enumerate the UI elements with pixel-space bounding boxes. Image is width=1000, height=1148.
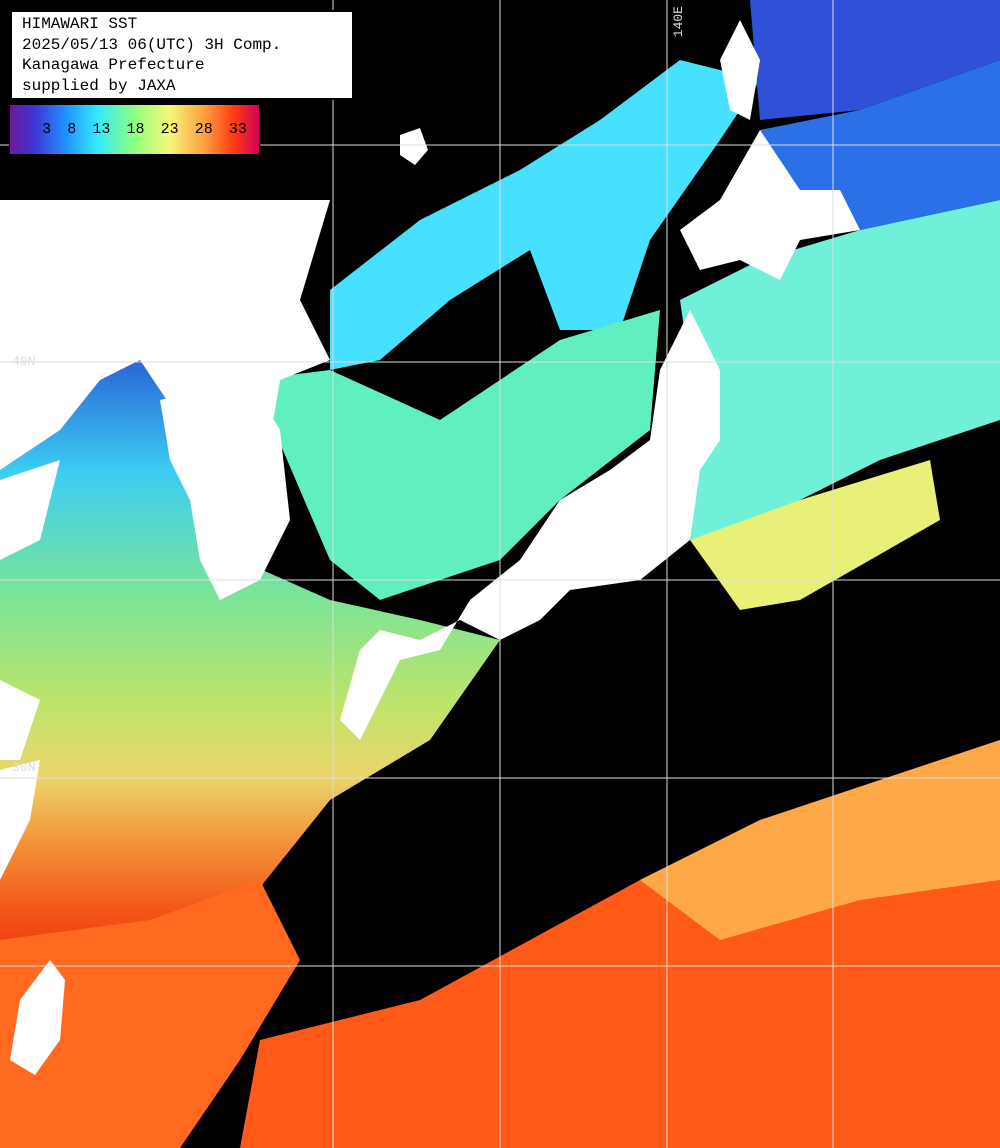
land xyxy=(400,128,428,165)
info-box: HIMAWARI SST 2025/05/13 06(UTC) 3H Comp.… xyxy=(10,10,354,100)
sea-region xyxy=(750,0,1000,120)
land xyxy=(160,380,290,600)
lat-label: 40N xyxy=(12,354,36,369)
sea-region xyxy=(250,310,660,600)
sea-region xyxy=(330,60,760,370)
sea-region xyxy=(690,460,940,610)
land xyxy=(0,460,60,760)
land xyxy=(10,960,65,1075)
sea-region xyxy=(680,200,1000,540)
land xyxy=(340,310,720,740)
info-line: Kanagawa Prefecture xyxy=(22,56,205,74)
land xyxy=(720,20,760,120)
sea-region xyxy=(0,350,500,960)
info-line: HIMAWARI SST xyxy=(22,15,138,33)
lat-label: 30N xyxy=(12,760,36,775)
colorbar-tick-label: 28 xyxy=(194,121,213,138)
colorbar-tick-label: 33 xyxy=(228,121,247,138)
sea-region xyxy=(0,880,300,1148)
land xyxy=(680,130,860,280)
colorbar-tick-label: 13 xyxy=(92,121,111,138)
colorbar-tick-label: 18 xyxy=(126,121,145,138)
colorbar-tick-label: 23 xyxy=(160,121,179,138)
info-line: supplied by JAXA xyxy=(22,76,176,95)
colorbar-tick-label: 8 xyxy=(67,121,77,138)
colorbar-tick-label: 3 xyxy=(42,121,52,138)
lon-label: 140E xyxy=(671,6,686,38)
sea-region xyxy=(640,740,1000,940)
info-line: 2025/05/13 06(UTC) 3H Comp. xyxy=(22,35,282,54)
land xyxy=(0,760,40,880)
colorbar: 3 8 13 18 23 28 33 xyxy=(9,104,260,155)
